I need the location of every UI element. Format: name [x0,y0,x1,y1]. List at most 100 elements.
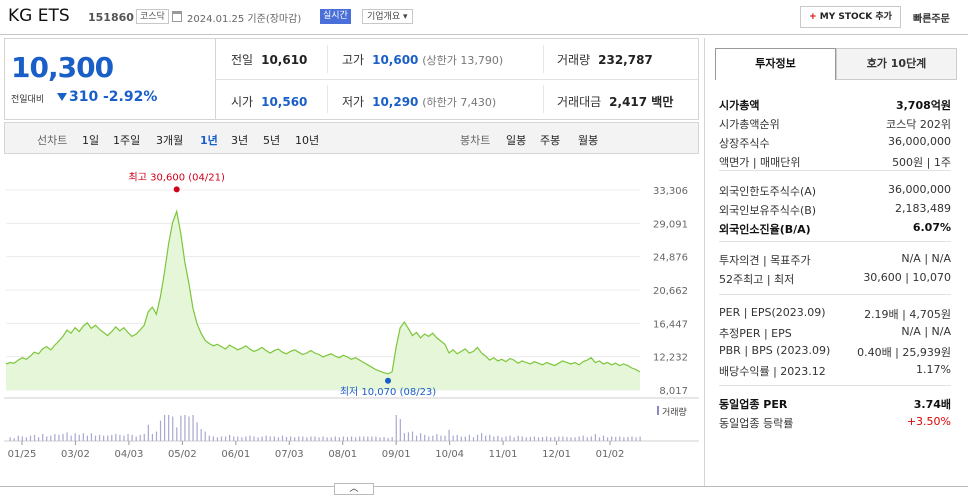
quick-order-link[interactable]: 빠른주문 [913,14,950,25]
volume-bar [330,437,332,441]
volume-bar [627,437,629,441]
period-tab-1y[interactable]: 1년 [200,134,218,147]
divider [327,45,328,73]
trade-amount: 거래대금 2,417 백만 [557,95,674,109]
divider [543,45,544,73]
info-value: 2,183,489 [895,202,951,215]
candle-tab-day[interactable]: 일봉 [506,134,527,147]
volume-bar [277,437,279,441]
info-label: 액면가 | 매매단위 [719,156,801,169]
volume-bar [90,433,93,441]
info-label: 투자의견 | 목표주가 [719,254,811,267]
y-tick-label: 29,091 [653,219,688,230]
volume-bar [233,436,235,441]
info-label: 추정PER | EPS [719,327,792,340]
period-tab-5y[interactable]: 5년 [263,134,281,147]
volume-bar [17,435,19,441]
volume-bar [241,437,243,441]
volume-bar [623,437,625,441]
info-label: 시가총액 [719,99,760,112]
market-badge: 코스닥 [136,9,169,24]
volume-bar [468,434,471,441]
volume-bar [257,437,259,441]
volume-bar [196,422,198,441]
realtime-badge[interactable]: 실시간 [320,9,351,24]
volume-bar [208,435,210,441]
volume-bar [550,437,552,441]
info-row: PER | EPS(2023.09) 2.19배 | 4,705원 [719,304,951,322]
volume-bar [78,434,80,441]
volume-bar [570,437,572,441]
period-tab-10y[interactable]: 10년 [295,134,320,147]
change-percent: -2.92% [103,89,158,105]
info-row: 배당수익률 | 2023.12 1.17% [719,361,951,379]
x-tick-label: 10/04 [435,449,464,460]
volume-bar [476,434,479,441]
period-tab-3y[interactable]: 3년 [231,134,249,147]
tab-quote-10[interactable]: 호가 10단계 [836,48,957,80]
volume-bar [13,438,15,441]
volume-bar [139,434,141,441]
volume-bar [237,436,239,441]
info-value: 2.19배 | 4,705원 [864,308,951,321]
info-value: N/A | N/A [901,252,951,265]
volume-bar [387,437,389,441]
divider [543,85,544,113]
volume-bar [94,435,97,441]
volume-bar [464,436,466,441]
volume-bar [42,434,44,441]
info-label: PBR | BPS (2023.09) [719,344,831,357]
corp-overview-dropdown[interactable]: 기업개요 ▾ [362,9,413,24]
volume-bar [432,435,434,441]
volume-bar [253,436,255,441]
volume-bar [33,434,36,441]
low-marker [385,377,392,384]
volume-bar [566,437,568,441]
x-tick-label: 12/01 [542,449,571,460]
info-value: 코스닥 202위 [886,118,951,131]
volume-bar [310,436,312,441]
mystock-label: MY STOCK 추가 [819,12,892,22]
volume-bar [359,436,361,441]
period-tab-3m[interactable]: 3개월 [156,134,184,147]
volume-bar [86,435,88,441]
tab-invest-info[interactable]: 투자정보 [715,48,836,80]
high-annotation: 최고 30,600 (04/21) [129,171,225,183]
add-mystock-button[interactable]: + MY STOCK 추가 [800,6,901,28]
period-tab-1d[interactable]: 1일 [82,134,100,147]
y-tick-label: 33,306 [653,186,688,197]
line-chart-label: 선차트 [37,134,68,147]
volume-bar [322,436,324,441]
divider [327,85,328,113]
volume-bar [452,435,454,441]
volume-bar [147,424,149,441]
volume-bar [54,434,56,441]
volume-bar [639,436,641,441]
candle-tab-month[interactable]: 월봉 [578,134,599,147]
volume-bar [46,436,48,441]
volume-bar [420,433,422,441]
price-chart[interactable]: 33,306 29,091 24,876 20,662 16,447 12,232 8,01… [4,154,699,486]
volume-bar [98,434,101,441]
period-tab-1w[interactable]: 1주일 [113,134,141,147]
section-divider [719,170,951,171]
collapse-button[interactable]: ︿ [334,483,374,495]
info-value: 500원 | 1주 [892,156,951,169]
info-label: 배당수익률 | 2023.12 [719,365,826,378]
volume-bar [546,436,548,441]
info-value: 36,000,000 [888,135,951,148]
volume-bar [602,435,605,441]
candle-tab-week[interactable]: 주봉 [540,134,561,147]
volume-bar [436,434,438,441]
info-row: 외국인보유주식수(B) 2,183,489 [719,200,951,218]
section-divider [719,241,951,242]
volume-bar [383,437,385,441]
volume-bar [582,435,584,441]
volume-bar [318,437,320,441]
volume-bar [525,437,527,441]
section-divider [719,294,951,295]
volume-bar [574,437,576,441]
stock-header: KG ETS 151860 코스닥 2024.01.25 기준(장마감) 실시간… [0,0,968,34]
change-amount: 310 [69,89,99,105]
volume-bar [123,435,125,441]
